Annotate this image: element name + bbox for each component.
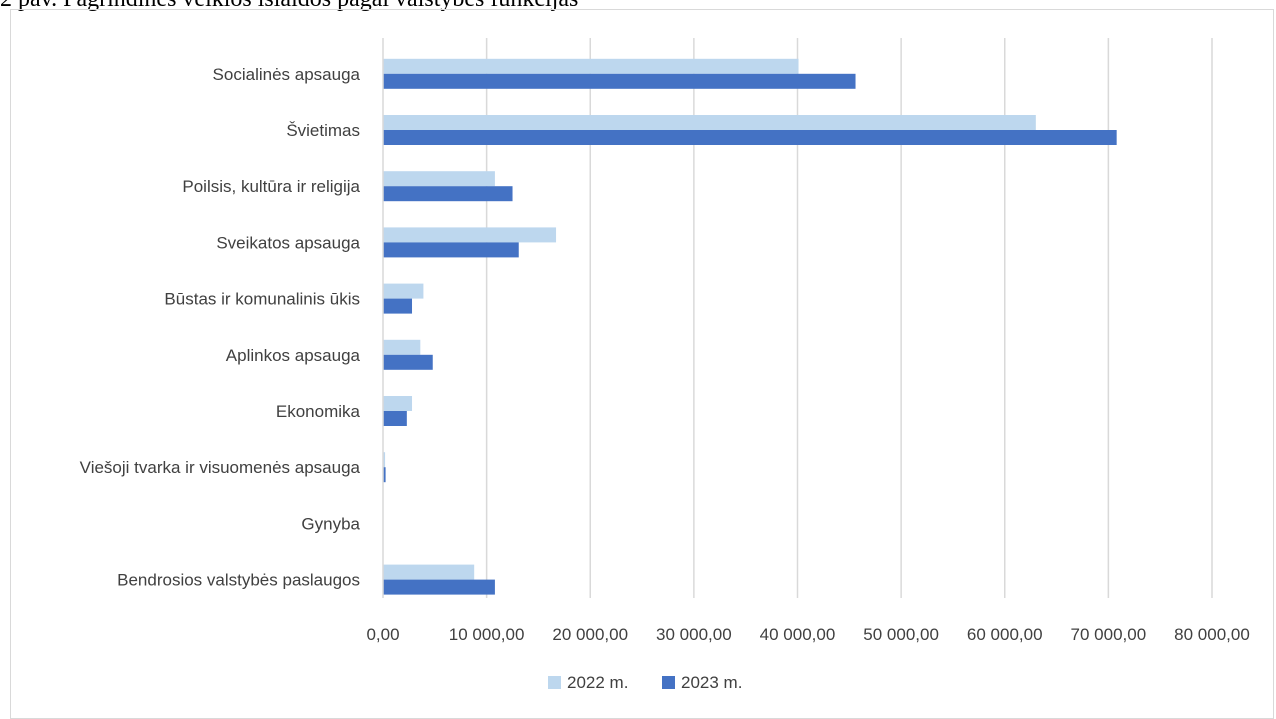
bar-2023 — [383, 411, 407, 426]
x-tick-label: 30 000,00 — [656, 625, 732, 644]
bar-2022 — [383, 58, 799, 74]
category-label: Ekonomika — [276, 402, 361, 421]
bar-2022 — [383, 283, 424, 299]
x-tick-label: 0,00 — [366, 625, 399, 644]
x-tick-label: 70 000,00 — [1071, 625, 1147, 644]
bar-2022 — [383, 115, 1036, 130]
x-tick-label: 80 000,00 — [1174, 625, 1250, 644]
bar-2022 — [383, 339, 421, 355]
bar-2023 — [383, 73, 856, 89]
bar-2023 — [383, 298, 413, 314]
bar-2022 — [383, 396, 413, 411]
bar-2022 — [383, 171, 495, 187]
legend-label: 2022 m. — [567, 673, 628, 692]
bars — [383, 58, 1117, 595]
category-label: Socialinės apsauga — [213, 65, 361, 84]
bar-2023 — [383, 242, 519, 258]
category-label: Švietimas — [286, 121, 360, 140]
category-label: Viešoji tvarka ir visuomenės apsauga — [80, 458, 361, 477]
legend-swatch — [548, 676, 561, 689]
bar-2023 — [383, 186, 513, 202]
legend: 2022 m. 2023 m. — [548, 673, 742, 692]
category-label: Gynyba — [301, 514, 360, 533]
x-tick-label: 10 000,00 — [449, 625, 525, 644]
x-tick-label: 60 000,00 — [967, 625, 1043, 644]
x-tick-labels: 0,00 10 000,00 20 000,00 30 000,00 40 000,00… — [366, 625, 1249, 644]
x-tick-label: 50 000,00 — [863, 625, 939, 644]
x-tick-label: 20 000,00 — [552, 625, 628, 644]
bar-2023 — [383, 354, 433, 370]
category-label: Bendrosios valstybės paslaugos — [117, 571, 360, 590]
x-tick-label: 40 000,00 — [760, 625, 836, 644]
category-label: Poilsis, kultūra ir religija — [182, 177, 360, 196]
category-label: Aplinkos apsauga — [226, 346, 361, 365]
category-label: Sveikatos apsauga — [216, 233, 360, 252]
bar-2022 — [383, 227, 557, 243]
category-label: Būstas ir komunalinis ūkis — [164, 290, 360, 309]
bar-2022 — [383, 564, 475, 580]
bar-2023 — [383, 579, 495, 595]
bar-2022 — [383, 452, 386, 468]
category-labels: Socialinės apsauga Švietimas Poilsis, kult… — [80, 65, 361, 590]
legend-swatch — [662, 676, 675, 689]
bar-2023 — [383, 467, 386, 483]
bar-2023 — [383, 130, 1117, 145]
legend-label: 2023 m. — [681, 673, 742, 692]
